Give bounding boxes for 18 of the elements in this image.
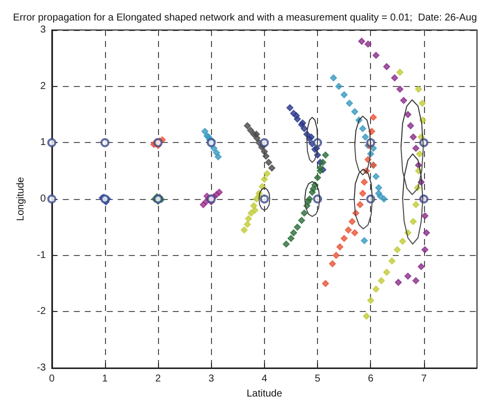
y-axis-title: Longitude	[16, 176, 26, 221]
y-tick-label: 1	[40, 137, 46, 148]
x-tick-label: 5	[314, 374, 321, 384]
y-tick-label: 2	[40, 80, 46, 92]
x-tick-label: 6	[368, 374, 374, 384]
x-axis-title: Latitude	[246, 388, 283, 400]
y-tick-label: -2	[36, 306, 46, 318]
y-tick-label: -1	[36, 250, 46, 261]
x-tick-label: 7	[421, 374, 428, 384]
x-tick-label: 2	[155, 374, 162, 384]
x-tick-label: 4	[262, 374, 268, 384]
x-tick-label: 0	[49, 374, 56, 384]
y-tick-label: 0	[40, 194, 46, 204]
y-tick-label: 3	[40, 24, 46, 36]
y-tick-label: -3	[36, 362, 46, 374]
x-tick-label: 1	[102, 374, 108, 384]
x-tick-label: 3	[208, 374, 214, 384]
chart-title: Error propagation for a Elongated shaped network and with a measurement quality = 0.01; Date: 26-Aug	[13, 12, 477, 24]
